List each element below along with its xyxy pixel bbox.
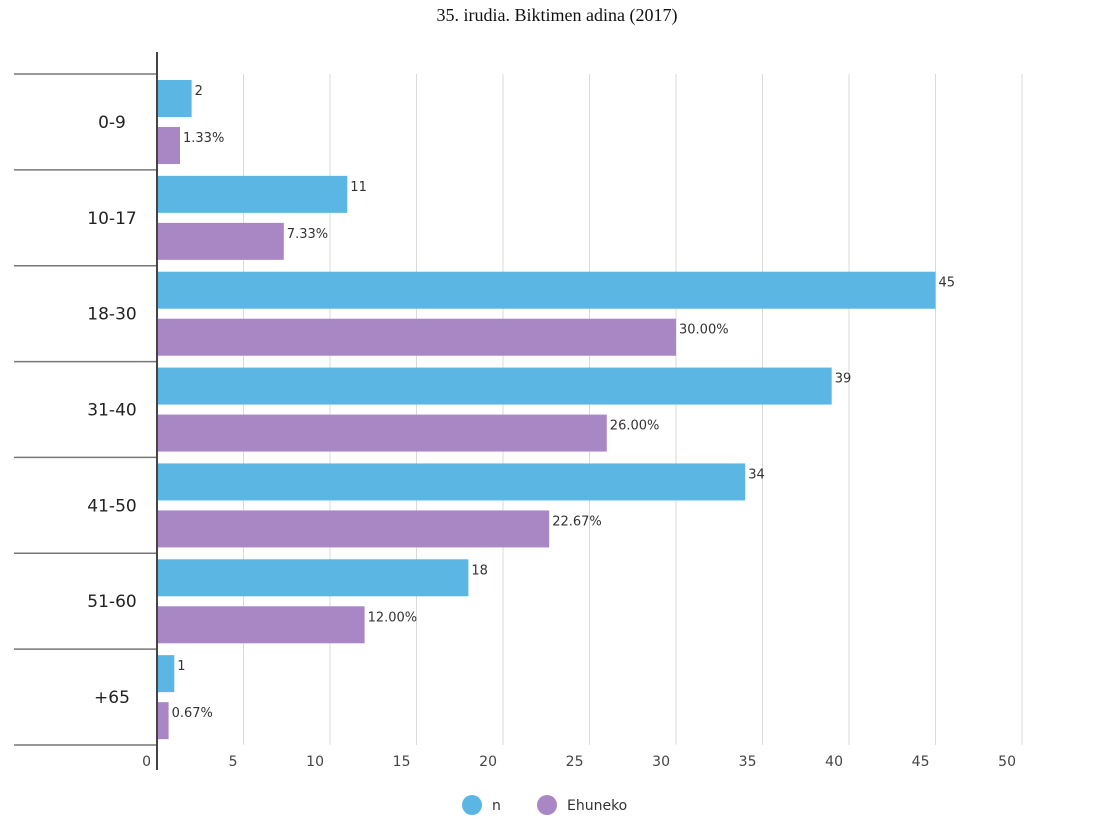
legend: n Ehuneko — [462, 795, 627, 815]
labels: 0 5 10 15 20 25 30 35 40 45 50 0-9 10-17 18-30 31-40 41… — [87, 84, 1016, 770]
legend-swatch — [537, 795, 557, 815]
category-label: 51-60 — [87, 592, 136, 612]
x-tick-label: 30 — [652, 754, 670, 770]
x-tick-label: 40 — [825, 754, 843, 770]
data-label: 34 — [748, 467, 765, 482]
category-label: 10-17 — [87, 209, 136, 229]
bar-n — [157, 655, 175, 693]
category-label: 0-9 — [98, 113, 126, 133]
category-separators — [14, 73, 157, 746]
data-label: 45 — [939, 276, 956, 291]
category-label: 41-50 — [87, 496, 136, 516]
bar-n — [157, 367, 832, 405]
grid-lines — [243, 74, 1023, 745]
data-label: 26.00% — [610, 419, 660, 434]
bar-ehuneko — [157, 606, 365, 644]
bar-ehuneko — [157, 510, 550, 548]
data-label: 30.00% — [679, 323, 729, 338]
legend-label: n — [492, 798, 501, 814]
data-label: 12.00% — [368, 610, 418, 625]
x-tick-label: 25 — [566, 754, 584, 770]
category-label: 31-40 — [87, 401, 136, 421]
legend-label: Ehuneko — [567, 798, 627, 814]
x-tick-label: 35 — [739, 754, 757, 770]
bar-ehuneko — [157, 414, 607, 452]
data-label: 22.67% — [552, 514, 602, 529]
x-tick-label: 20 — [479, 754, 497, 770]
bar-ehuneko — [157, 702, 169, 740]
chart-title: 35. irudia. Biktimen adina (2017) — [436, 5, 678, 25]
bar-n — [157, 463, 746, 501]
bars — [157, 80, 936, 740]
data-label: 1 — [177, 659, 185, 674]
data-label: 1.33% — [183, 131, 224, 146]
legend-swatch — [462, 795, 482, 815]
bar-n — [157, 80, 192, 117]
x-tick-label: 5 — [229, 754, 238, 770]
category-label: 18-30 — [87, 305, 136, 325]
bar-ehuneko — [157, 127, 181, 164]
data-label: 2 — [195, 84, 203, 99]
data-label: 39 — [835, 372, 852, 387]
category-label: +65 — [94, 688, 130, 708]
x-tick-label: 15 — [393, 754, 411, 770]
bar-ehuneko — [157, 318, 676, 356]
x-tick-label: 50 — [998, 754, 1016, 770]
bar-n — [157, 175, 348, 213]
x-tick-label: 45 — [912, 754, 930, 770]
data-label: 0.67% — [172, 706, 213, 721]
bar-ehuneko — [157, 222, 284, 260]
bar-n — [157, 559, 469, 597]
x-tick-label: 0 — [142, 754, 151, 770]
data-label: 11 — [350, 180, 367, 195]
data-label: 18 — [471, 563, 488, 578]
data-label: 7.33% — [287, 227, 328, 242]
x-tick-label: 10 — [306, 754, 324, 770]
bar-n — [157, 271, 936, 309]
